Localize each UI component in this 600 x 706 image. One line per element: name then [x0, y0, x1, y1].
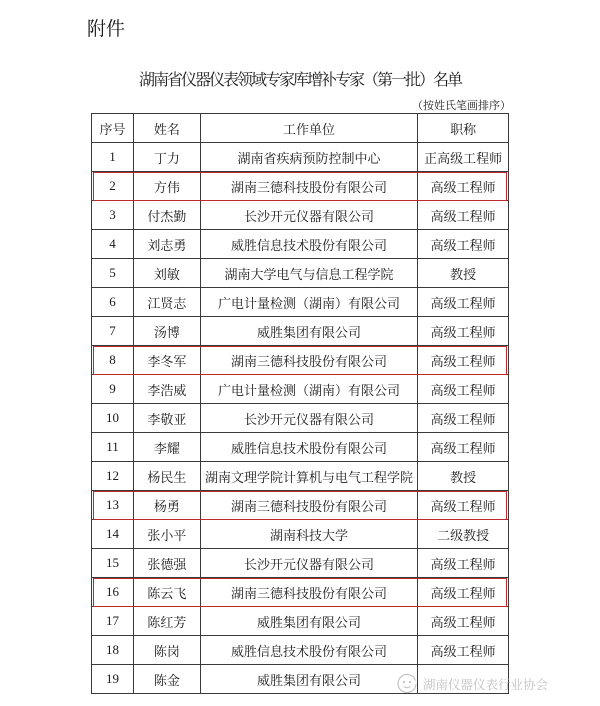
svg-text:湖南仪器仪表行业协会: 湖南仪器仪表行业协会	[423, 677, 549, 692]
